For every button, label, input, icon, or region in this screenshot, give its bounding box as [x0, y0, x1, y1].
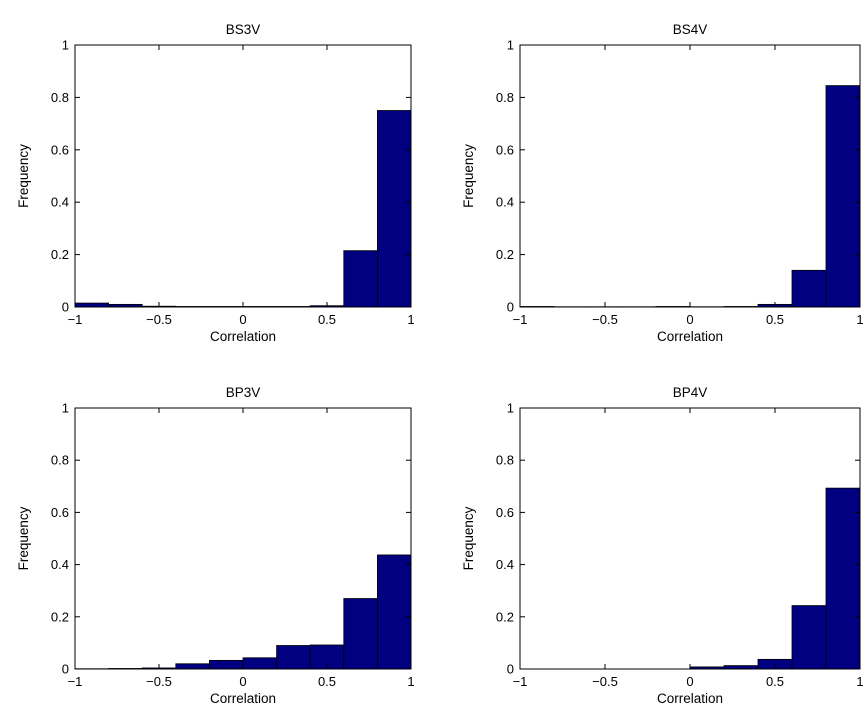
y-tick-label: 0.4 — [51, 195, 69, 210]
x-tick-label: 1 — [856, 674, 863, 689]
x-tick-label: −0.5 — [592, 674, 618, 689]
x-tick-label: −0.5 — [592, 312, 618, 327]
chart-title: BS4V — [673, 22, 708, 37]
y-tick-label: 0.2 — [51, 247, 69, 262]
y-tick-label: 0.2 — [496, 609, 514, 624]
y-tick-label: 0.6 — [51, 505, 69, 520]
x-axis-label: Correlation — [657, 329, 723, 344]
y-tick-label: 0 — [62, 662, 69, 677]
y-tick-label: 0 — [507, 300, 514, 315]
y-axis-label: Frequency — [461, 506, 476, 570]
y-tick-label: 0.4 — [496, 557, 514, 572]
x-tick-label: −1 — [513, 674, 528, 689]
histogram-bar — [343, 250, 378, 308]
y-tick-label: 0.8 — [51, 453, 69, 468]
y-tick-label: 0 — [507, 662, 514, 677]
histogram-bar — [343, 598, 378, 670]
y-tick-label: 1 — [62, 38, 69, 53]
y-tick-label: 0.6 — [496, 142, 514, 157]
histogram-bar — [791, 269, 827, 308]
y-axis-label: Frequency — [16, 144, 31, 208]
y-tick-label: 0 — [62, 300, 69, 315]
x-tick-label: −0.5 — [146, 674, 172, 689]
x-tick-label: −1 — [68, 674, 83, 689]
x-tick-label: 0 — [686, 312, 693, 327]
y-tick-label: 1 — [62, 401, 69, 416]
histogram-bar — [208, 659, 244, 670]
y-tick-label: 0.6 — [51, 142, 69, 157]
histogram-bar — [825, 487, 861, 670]
chart-title: BP4V — [673, 385, 708, 400]
histogram-bar — [276, 645, 311, 670]
x-tick-label: 0 — [686, 674, 693, 689]
x-tick-label: −0.5 — [146, 312, 172, 327]
y-axis-label: Frequency — [461, 144, 476, 208]
x-tick-label: 0 — [239, 674, 246, 689]
y-tick-label: 0.8 — [496, 453, 514, 468]
histogram-bar — [242, 657, 277, 670]
subplot-bp4v: −1 −0.5 0 0.5 1 0 0.2 0.4 0.6 0.8 1 BP4V Correlation… — [461, 385, 864, 706]
x-tick-label: −1 — [513, 312, 528, 327]
histogram-bar — [723, 665, 759, 670]
x-tick-label: −1 — [68, 312, 83, 327]
x-tick-label: 0 — [239, 312, 246, 327]
x-tick-label: 0.5 — [766, 674, 784, 689]
x-tick-label: 0.5 — [318, 312, 336, 327]
histogram-bar — [376, 110, 412, 308]
x-axis-label: Correlation — [210, 329, 276, 344]
x-tick-label: 1 — [407, 674, 414, 689]
histogram-bar — [791, 605, 827, 670]
subplot-bp3v: −1 −0.5 0 0.5 1 0 0.2 0.4 0.6 0.8 1 BP3V Correlation… — [16, 385, 415, 706]
histogram-bar — [825, 85, 861, 308]
y-tick-label: 1 — [507, 38, 514, 53]
y-tick-label: 0.8 — [496, 90, 514, 105]
histogram-bar — [175, 663, 210, 670]
x-tick-label: 0.5 — [318, 674, 336, 689]
x-tick-label: 0.5 — [766, 312, 784, 327]
histogram-bar — [376, 554, 412, 670]
y-tick-label: 0.6 — [496, 505, 514, 520]
chart-title: BP3V — [226, 385, 261, 400]
subplot-bs4v: −1 −0.5 0 0.5 1 0 0.2 0.4 0.6 0.8 1 BS4V Correlation… — [461, 22, 864, 344]
histogram-bar — [74, 302, 109, 308]
plot-area — [520, 45, 860, 307]
y-tick-label: 0.2 — [496, 247, 514, 262]
chart-title: BS3V — [226, 22, 261, 37]
subplot-bs3v: −1 −0.5 0 0.5 1 0 0.2 0.4 0.6 0.8 1 BS3V Correlation… — [16, 22, 415, 344]
x-tick-label: 1 — [407, 312, 414, 327]
y-tick-label: 1 — [507, 401, 514, 416]
y-tick-label: 0.4 — [51, 557, 69, 572]
y-tick-label: 0.2 — [51, 609, 69, 624]
y-tick-label: 0.4 — [496, 195, 514, 210]
x-axis-label: Correlation — [657, 691, 723, 706]
x-tick-label: 1 — [856, 312, 863, 327]
y-axis-label: Frequency — [16, 506, 31, 570]
y-tick-label: 0.8 — [51, 90, 69, 105]
x-axis-label: Correlation — [210, 691, 276, 706]
